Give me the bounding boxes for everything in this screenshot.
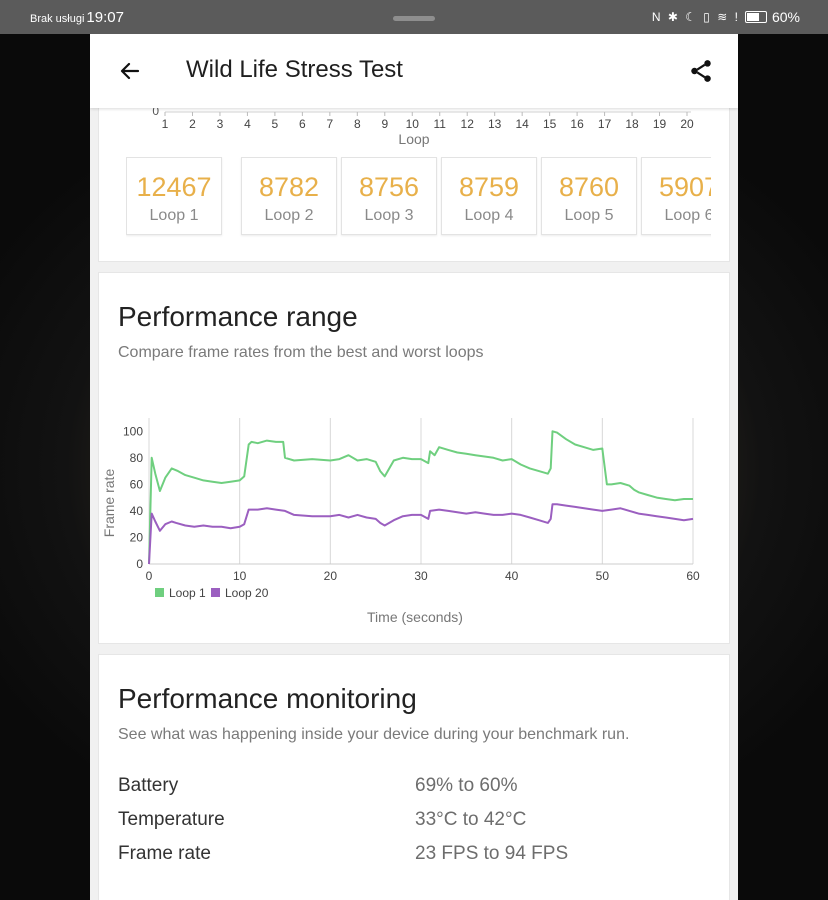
legend-label: Loop 20 <box>225 586 269 600</box>
loop-axis-tick: 3 <box>217 117 224 131</box>
battery-percent: 60% <box>771 9 800 25</box>
loop-axis-tick: 13 <box>488 117 502 131</box>
loop-axis-tick: 16 <box>570 117 584 131</box>
series-line-loop-1 <box>148 430 693 565</box>
loop-axis-tick: 6 <box>299 117 306 131</box>
loop-tile[interactable]: 8759 Loop 4 <box>441 157 537 235</box>
status-bar: Brak usługi 19:07 N ✱ ☾ ▯ ≋ ! 60% <box>0 0 828 34</box>
x-tick-label: 20 <box>324 569 338 583</box>
loop-score: 8760 <box>558 172 620 202</box>
share-icon[interactable] <box>688 58 714 84</box>
loop-axis-tick: 19 <box>653 117 667 131</box>
loop-axis-tick: 2 <box>189 117 196 131</box>
loop-label: Loop 2 <box>264 207 314 224</box>
series-line-loop-20 <box>148 503 694 565</box>
y-axis-label: Frame rate <box>101 469 117 538</box>
app-bar: Wild Life Stress Test <box>90 34 738 108</box>
back-arrow-icon[interactable] <box>118 59 142 83</box>
loop-score: 8782 <box>258 172 320 202</box>
legend-swatch <box>211 588 220 597</box>
x-tick-label: 60 <box>686 569 700 583</box>
y-tick-label: 80 <box>130 451 144 465</box>
loop-axis-tick: 15 <box>543 117 557 131</box>
x-tick-label: 30 <box>414 569 428 583</box>
temperature-value: 33°C to 42°C <box>415 809 527 830</box>
loop-axis-tick: 5 <box>272 117 279 131</box>
loop-label: Loop 3 <box>364 207 414 224</box>
loop-axis-tick: 1 <box>162 117 169 131</box>
loop-axis-tick: 17 <box>598 117 612 131</box>
loop-axis-tick: 10 <box>406 117 420 131</box>
frame-rate-value: 23 FPS to 94 FPS <box>415 843 569 864</box>
frame-rate-key: Frame rate <box>118 843 211 864</box>
loop-axis-label: Loop <box>398 131 429 147</box>
loop-axis-tick: 8 <box>354 117 361 131</box>
loop-axis-tick: 9 <box>381 117 388 131</box>
page-title: Wild Life Stress Test <box>186 56 403 83</box>
loop-axis-tick: 12 <box>461 117 475 131</box>
y-tick-label: 40 <box>130 504 144 518</box>
y-tick-label: 100 <box>123 424 143 438</box>
x-tick-label: 40 <box>505 569 519 583</box>
status-left: Brak usługi 19:07 <box>30 9 124 26</box>
y-tick-label: 0 <box>136 557 143 571</box>
loop-axis: 0 1 2 3 4 5 6 7 8 9 10 11 12 13 14 15 16 17 18 19 20 Loop <box>152 104 694 147</box>
x-tick-label: 10 <box>233 569 247 583</box>
loop-axis-tick: 7 <box>326 117 333 131</box>
loop-axis-tick: 14 <box>515 117 529 131</box>
loop-axis-tick: 11 <box>434 117 447 131</box>
loop-tiles[interactable]: 12467 Loop 1 8782 Loop 2 8756 Loop 3 875… <box>126 157 711 239</box>
loop-tile[interactable]: 5907 Loop 6 <box>641 157 711 235</box>
loop-score: 12467 <box>136 172 212 202</box>
loop-axis-tick: 4 <box>244 117 251 131</box>
app-window: Wild Life Stress Test 0 1 2 3 4 5 6 7 8 9 10 11 12 1… <box>90 34 738 900</box>
loop-score: 8759 <box>458 172 520 202</box>
loop-axis-y-tick: 0 <box>152 104 159 118</box>
loop-tile[interactable]: 12467 Loop 1 <box>126 157 222 235</box>
battery-row: Battery 69% to 60% <box>118 775 718 805</box>
x-axis-label: Time (seconds) <box>367 609 463 625</box>
performance-monitoring-title: Performance monitoring <box>118 683 417 714</box>
loop-tile[interactable]: 8756 Loop 3 <box>341 157 437 235</box>
y-tick-label: 20 <box>130 530 144 544</box>
performance-range-subtitle: Compare frame rates from the best and wo… <box>118 344 484 361</box>
loop-scores-card: 0 1 2 3 4 5 6 7 8 9 10 11 12 13 14 15 16 17 18 19 20 Loop 1… <box>98 94 730 262</box>
battery-value: 69% to 60% <box>415 775 518 796</box>
loop-axis-tick: 20 <box>680 117 694 131</box>
loop-axis-tick: 18 <box>625 117 639 131</box>
frame-rate-row: Frame rate 23 FPS to 94 FPS <box>118 843 718 873</box>
loop-label: Loop 6 <box>664 207 711 224</box>
loop-tile[interactable]: 8782 Loop 2 <box>241 157 337 235</box>
x-tick-label: 0 <box>146 569 153 583</box>
legend-swatch <box>155 588 164 597</box>
drag-handle[interactable] <box>393 16 435 21</box>
performance-range-card: Performance range Compare frame rates fr… <box>98 272 730 644</box>
performance-range-title: Performance range <box>118 301 358 332</box>
loop-label: Loop 5 <box>564 207 614 224</box>
temperature-key: Temperature <box>118 809 225 830</box>
x-tick-label: 50 <box>596 569 610 583</box>
loop-label: Loop 4 <box>464 207 514 224</box>
battery-key: Battery <box>118 775 179 796</box>
frame-rate-chart: 0 10 20 30 40 50 60 0 20 40 60 80 100 Frame rate Loop … <box>101 418 700 625</box>
clock: 19:07 <box>86 9 124 26</box>
carrier-text: Brak usługi <box>30 13 85 25</box>
performance-monitoring-subtitle: See what was happening inside your devic… <box>118 726 630 743</box>
y-tick-label: 60 <box>130 477 144 491</box>
status-icons: N ✱ ☾ ▯ ≋ ! <box>651 10 740 24</box>
performance-monitoring-card: Performance monitoring See what was happ… <box>98 654 730 900</box>
status-right: N ✱ ☾ ▯ ≋ ! 60% <box>652 9 800 25</box>
loop-tile[interactable]: 8760 Loop 5 <box>541 157 637 235</box>
legend-label: Loop 1 <box>169 586 206 600</box>
temperature-row: Temperature 33°C to 42°C <box>118 809 718 839</box>
loop-score: 5907 <box>658 172 711 202</box>
battery-icon <box>744 11 767 23</box>
loop-score: 8756 <box>358 172 420 202</box>
loop-label: Loop 1 <box>149 207 199 224</box>
